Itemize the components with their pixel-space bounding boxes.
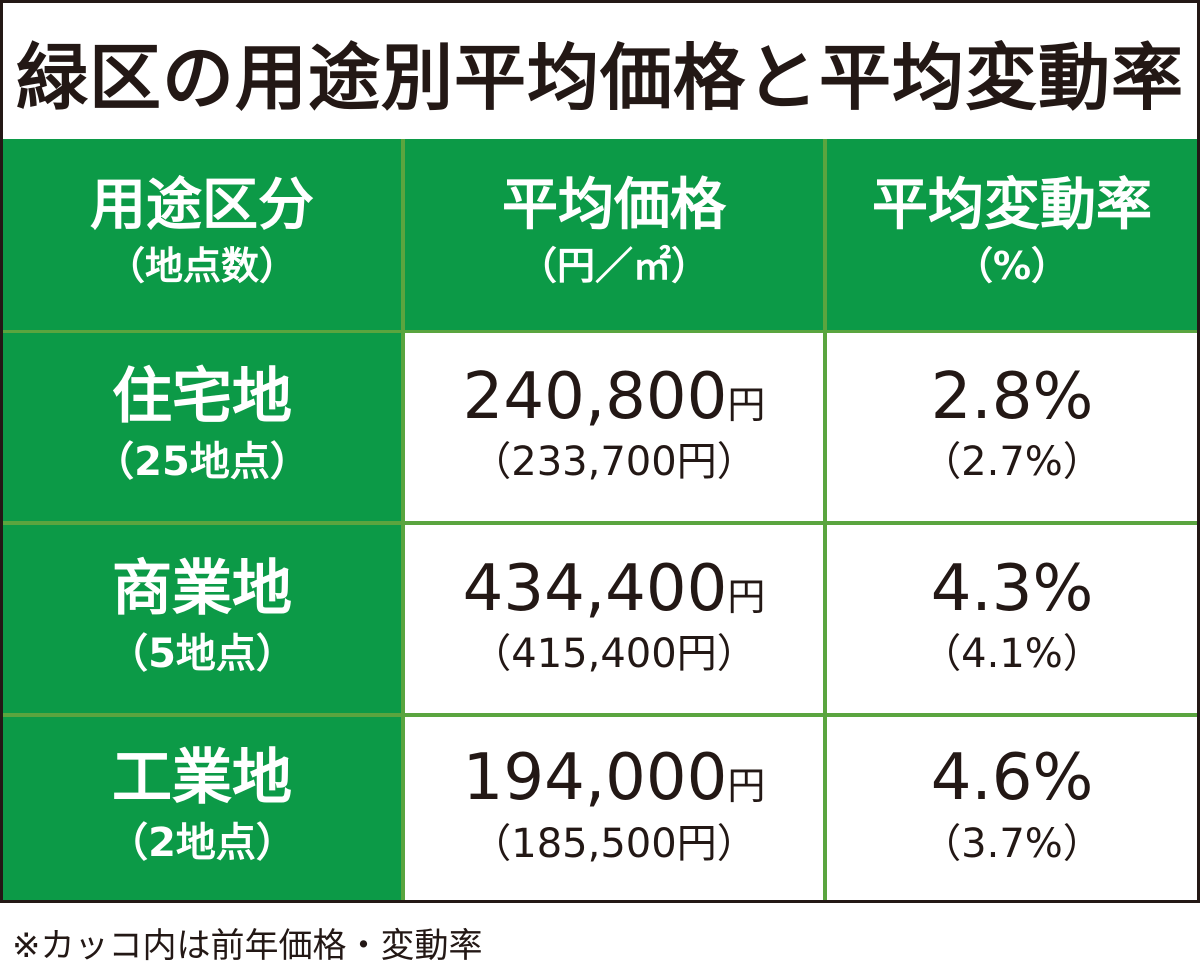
price-cell-commercial: 434,400円 （415,400円） [405,525,823,713]
prev-price-value: （415,400円） [471,631,757,678]
price-value: 240,800円 [462,359,766,434]
row-label-residential: 住宅地 （25地点） [3,333,401,521]
header-category-sub: （地点数） [106,244,297,289]
prev-rate-value: （2.7%） [921,439,1103,486]
row-points: （2地点） [108,820,296,866]
price-table: 用途区分 （地点数） 平均価格 （円／㎡） 平均変動率 （%） 住宅地 （25地… [3,139,1197,900]
price-unit: 円 [727,382,766,427]
price-value: 194,000円 [462,741,766,816]
row-label: 工業地 [112,743,292,813]
header-avg-rate: 平均変動率 （%） [827,139,1197,330]
row-label-commercial: 商業地 （5地点） [3,525,401,713]
footnote: ※カッコ内は前年価格・変動率 [12,926,483,966]
prev-rate-value: （3.7%） [921,820,1103,867]
rate-cell-industrial: 4.6% （3.7%） [827,717,1197,900]
row-points: （25地点） [94,438,310,485]
price-cell-industrial: 194,000円 （185,500円） [405,717,823,900]
header-avg-rate-label: 平均変動率 [872,172,1152,238]
rate-value: 4.3% [930,551,1094,626]
header-avg-price-label: 平均価格 [502,172,726,238]
price-unit: 円 [727,574,766,619]
table-title: 緑区の用途別平均価格と平均変動率 [15,35,1184,120]
row-points: （5地点） [108,630,296,677]
prev-rate-value: （4.1%） [921,631,1103,678]
prev-price-value: （185,500円） [471,820,757,867]
price-cell-residential: 240,800円 （233,700円） [405,333,823,521]
header-avg-price-sub: （円／㎡） [518,244,709,289]
row-label: 住宅地 [112,361,292,432]
header-avg-rate-sub: （%） [954,244,1070,289]
rate-value: 4.6% [930,741,1094,816]
rate-cell-commercial: 4.3% （4.1%） [827,525,1197,713]
price-unit: 円 [727,764,766,809]
rate-value: 2.8% [930,359,1094,434]
header-category: 用途区分 （地点数） [3,139,401,330]
row-label-industrial: 工業地 （2地点） [3,717,401,900]
row-label: 商業地 [112,553,292,624]
header-avg-price: 平均価格 （円／㎡） [405,139,823,330]
prev-price-value: （233,700円） [471,439,757,486]
header-category-label: 用途区分 [90,172,314,238]
price-value: 434,400円 [462,551,766,626]
table-frame: 緑区の用途別平均価格と平均変動率 用途区分 （地点数） 平均価格 （円／㎡） 平… [0,0,1200,903]
rate-cell-residential: 2.8% （2.7%） [827,333,1197,521]
